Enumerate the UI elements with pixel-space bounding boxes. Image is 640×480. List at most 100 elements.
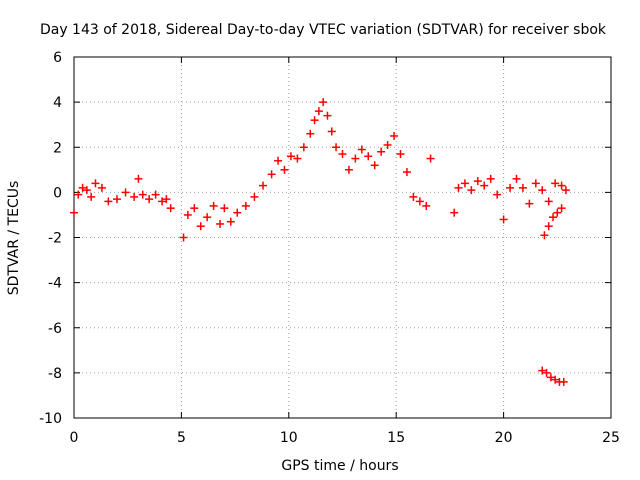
y-axis-label: SDTVAR / TECUs xyxy=(6,181,22,296)
data-point xyxy=(450,208,459,217)
gridlines xyxy=(74,57,611,418)
data-point xyxy=(561,186,570,195)
data-points xyxy=(70,98,570,386)
data-point xyxy=(70,208,78,217)
x-axis-label: GPS time / hours xyxy=(281,458,398,474)
data-point xyxy=(196,222,205,231)
x-tick-label: 0 xyxy=(70,430,79,446)
data-point xyxy=(542,368,551,377)
data-point xyxy=(486,174,495,183)
data-point xyxy=(383,140,392,149)
data-point xyxy=(364,152,373,161)
data-point xyxy=(220,204,229,213)
data-point xyxy=(396,150,405,159)
data-point xyxy=(299,143,308,152)
data-point xyxy=(259,181,268,190)
y-tick-label: -8 xyxy=(48,366,62,382)
data-point xyxy=(473,177,482,186)
data-point xyxy=(551,179,560,188)
data-point xyxy=(91,179,100,188)
data-point xyxy=(377,147,386,156)
y-tick-label: -10 xyxy=(39,411,62,427)
data-point xyxy=(531,179,540,188)
x-tick-label: 25 xyxy=(602,430,620,446)
data-point xyxy=(104,197,113,206)
data-point xyxy=(540,231,549,240)
data-point xyxy=(162,195,171,204)
data-point xyxy=(209,201,218,210)
data-point xyxy=(538,366,547,375)
data-point xyxy=(130,192,139,201)
data-point xyxy=(183,210,192,219)
data-point xyxy=(557,204,566,213)
data-point xyxy=(151,190,160,199)
data-point xyxy=(97,183,106,192)
data-point xyxy=(538,186,547,195)
data-point xyxy=(338,150,347,159)
data-point xyxy=(551,375,560,384)
data-point xyxy=(426,154,435,163)
data-point xyxy=(415,197,424,206)
x-tick-label: 5 xyxy=(177,430,186,446)
chart-title: Day 143 of 2018, Sidereal Day-to-day VTE… xyxy=(40,22,607,38)
x-tick-label: 15 xyxy=(387,430,405,446)
data-point xyxy=(460,179,469,188)
data-point xyxy=(310,116,319,125)
y-tick-label: 6 xyxy=(53,50,62,66)
data-point xyxy=(357,145,366,154)
data-point xyxy=(158,197,167,206)
y-tick-label: -4 xyxy=(48,276,62,292)
data-point xyxy=(409,192,418,201)
x-tick-label: 10 xyxy=(280,430,298,446)
data-point xyxy=(370,161,379,170)
data-point xyxy=(351,154,360,163)
data-point xyxy=(518,183,527,192)
data-point xyxy=(559,377,568,386)
data-point xyxy=(233,208,242,217)
data-point xyxy=(138,190,147,199)
data-point xyxy=(327,127,336,136)
data-point xyxy=(480,181,489,190)
y-tick-label: 4 xyxy=(53,95,62,111)
data-point xyxy=(293,154,302,163)
data-point xyxy=(241,201,250,210)
data-point xyxy=(422,201,431,210)
data-point xyxy=(390,131,399,140)
data-point xyxy=(121,188,130,197)
y-tick-label: 2 xyxy=(53,140,62,156)
data-point xyxy=(274,156,283,165)
y-tick-label: 0 xyxy=(53,185,62,201)
data-point xyxy=(190,204,199,213)
y-tick-label: -2 xyxy=(48,231,62,247)
data-point xyxy=(493,190,502,199)
data-point xyxy=(134,174,143,183)
data-point xyxy=(250,192,259,201)
data-point xyxy=(314,107,323,116)
data-point xyxy=(553,208,562,217)
data-point xyxy=(203,213,212,222)
data-point xyxy=(323,111,332,120)
data-point xyxy=(467,186,476,195)
data-point xyxy=(512,174,521,183)
y-tick-label: -6 xyxy=(48,321,62,337)
data-point xyxy=(87,192,96,201)
data-point xyxy=(557,181,566,190)
data-point xyxy=(319,98,328,107)
data-point xyxy=(499,215,508,224)
data-point xyxy=(306,129,315,138)
data-point xyxy=(112,195,121,204)
data-point xyxy=(78,183,87,192)
data-point xyxy=(216,219,225,228)
data-point xyxy=(145,195,154,204)
data-point xyxy=(179,233,188,242)
data-point xyxy=(267,170,276,179)
data-point xyxy=(525,199,534,208)
data-point xyxy=(82,186,91,195)
data-point xyxy=(332,143,341,152)
data-point xyxy=(286,152,295,161)
data-point xyxy=(280,165,289,174)
data-point xyxy=(402,168,411,177)
data-point xyxy=(544,197,553,206)
data-point xyxy=(344,165,353,174)
data-point xyxy=(454,183,463,192)
